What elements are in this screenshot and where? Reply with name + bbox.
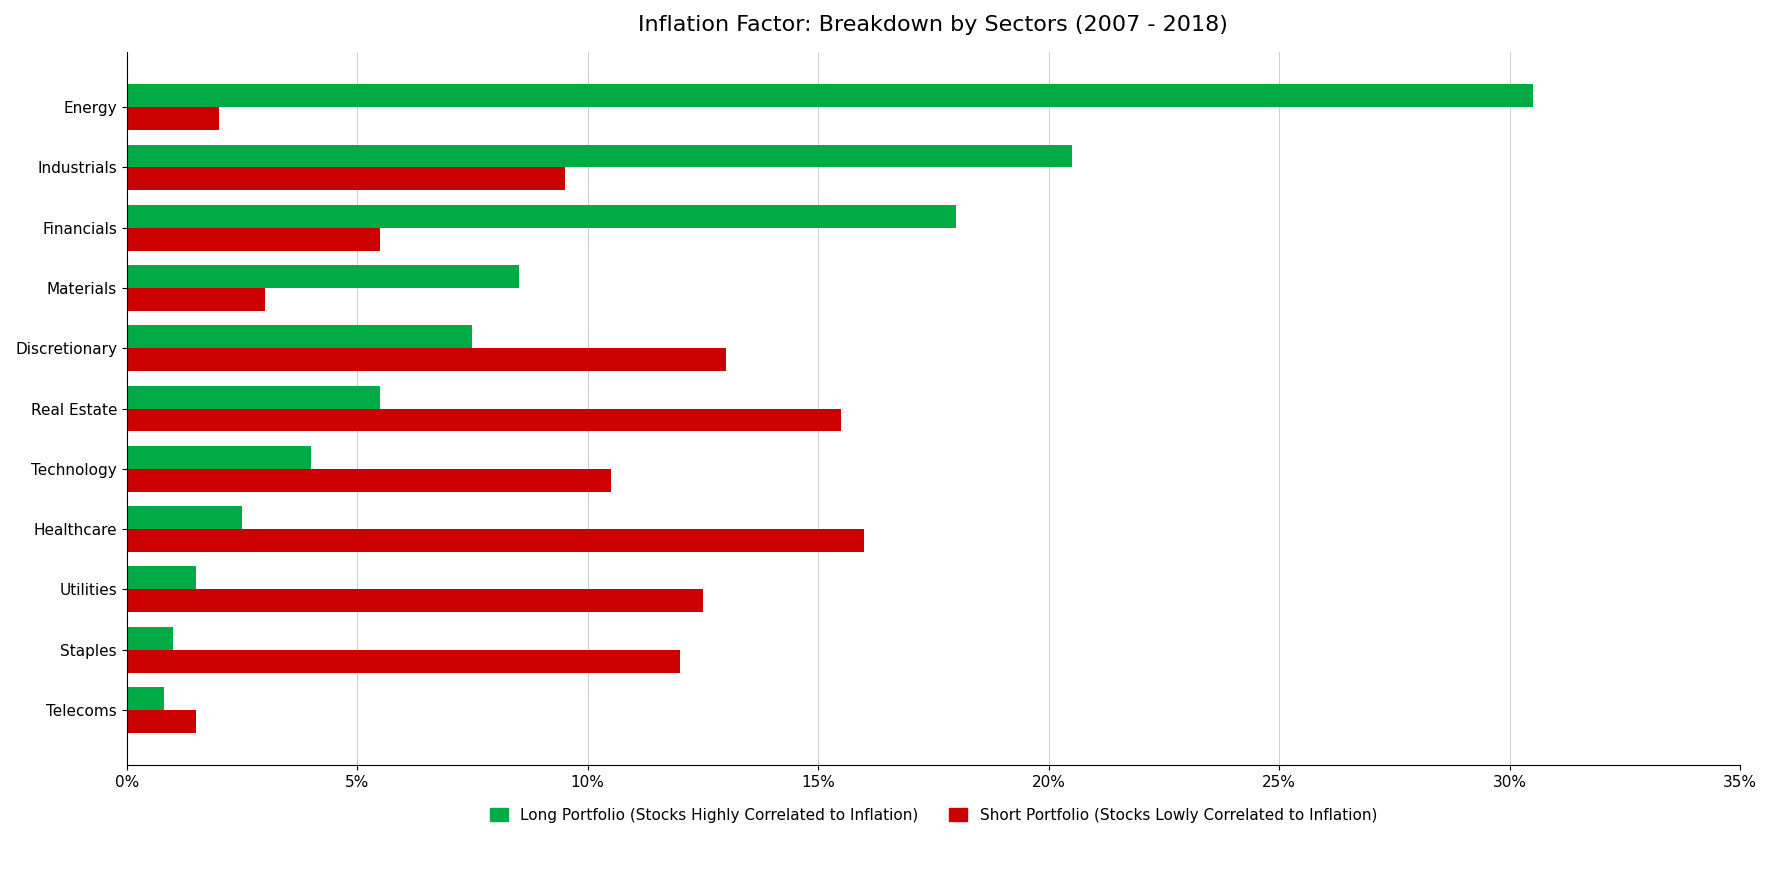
Bar bbox=[128, 288, 266, 311]
Bar bbox=[128, 446, 312, 469]
Bar bbox=[128, 386, 381, 409]
Bar bbox=[128, 469, 611, 492]
Bar bbox=[128, 204, 957, 227]
Bar bbox=[128, 710, 197, 733]
Bar bbox=[128, 506, 243, 529]
Bar bbox=[128, 326, 473, 349]
Bar bbox=[128, 409, 842, 432]
Bar bbox=[128, 349, 727, 371]
Bar bbox=[128, 566, 197, 589]
Bar bbox=[128, 144, 1072, 167]
Bar bbox=[128, 84, 1533, 107]
Bar bbox=[128, 227, 381, 250]
Bar bbox=[128, 266, 519, 288]
Bar bbox=[128, 627, 174, 650]
Bar bbox=[128, 589, 703, 612]
Legend: Long Portfolio (Stocks Highly Correlated to Inflation), Short Portfolio (Stocks : Long Portfolio (Stocks Highly Correlated… bbox=[484, 802, 1384, 829]
Bar bbox=[128, 167, 565, 190]
Title: Inflation Factor: Breakdown by Sectors (2007 - 2018): Inflation Factor: Breakdown by Sectors (… bbox=[638, 15, 1228, 35]
Bar bbox=[128, 687, 163, 710]
Bar bbox=[128, 529, 865, 552]
Bar bbox=[128, 107, 220, 130]
Bar bbox=[128, 650, 680, 673]
